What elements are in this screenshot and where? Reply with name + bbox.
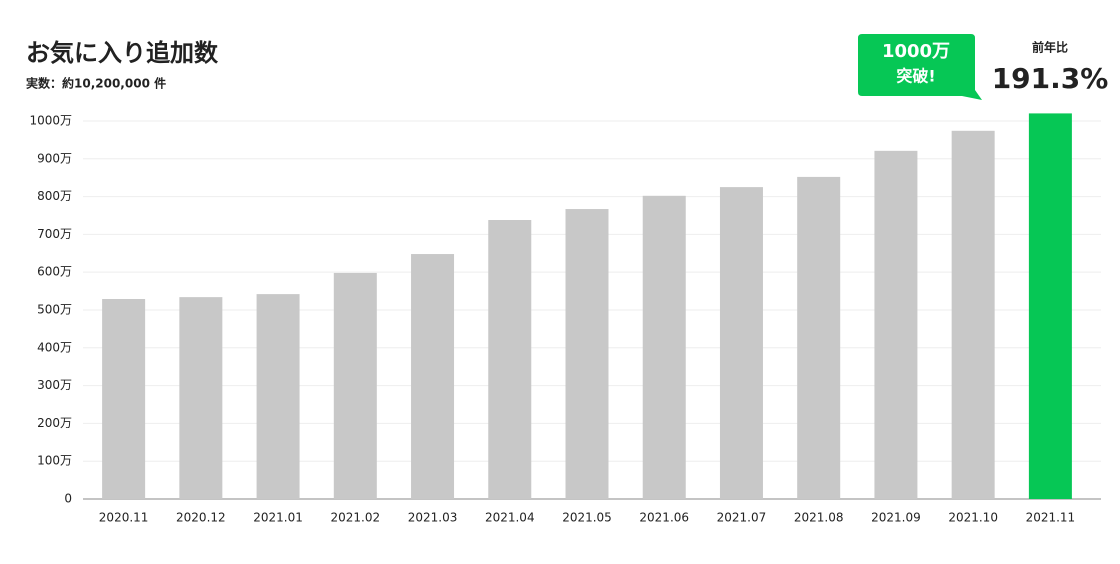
bar: [333, 272, 377, 499]
callout-bubble: [858, 34, 982, 100]
bar: [642, 195, 686, 499]
x-tick-label: 2021.01: [253, 511, 303, 525]
bar: [797, 176, 841, 499]
x-tick-label: 2021.06: [639, 511, 689, 525]
callout-text: 1000万: [882, 41, 950, 62]
y-tick-label: 600万: [37, 265, 72, 279]
callout-text: 突破!: [896, 67, 935, 86]
y-tick-label: 900万: [37, 151, 72, 165]
x-tick-label: 2021.10: [948, 511, 998, 525]
bar: [488, 220, 532, 499]
bar: [256, 294, 300, 499]
y-tick-label: 400万: [37, 340, 72, 354]
x-tick-label: 2021.05: [562, 511, 612, 525]
bar: [179, 297, 223, 499]
x-tick-label: 2021.08: [794, 511, 844, 525]
y-tick-label: 700万: [37, 227, 72, 241]
y-tick-label: 500万: [37, 302, 72, 316]
bar: [102, 299, 146, 499]
comparison-label: 前年比: [1032, 40, 1068, 55]
y-tick-label: 100万: [37, 454, 72, 468]
bar: [951, 130, 995, 500]
chart-subtitle: 実数：約10,200,000 件: [26, 76, 166, 91]
x-tick-label: 2021.07: [717, 511, 767, 525]
x-tick-label: 2020.12: [176, 511, 226, 525]
y-tick-label: 800万: [37, 189, 72, 203]
y-tick-label: 0: [64, 492, 72, 506]
y-tick-label: 300万: [37, 378, 72, 392]
bar: [874, 150, 918, 500]
bar: [411, 254, 455, 499]
chart-title: お気に入り追加数: [26, 39, 219, 67]
bar: [1028, 113, 1072, 500]
bar: [719, 187, 763, 499]
x-tick-label: 2021.02: [330, 511, 380, 525]
x-tick-label: 2021.03: [408, 511, 458, 525]
x-tick-label: 2021.11: [1026, 511, 1076, 525]
bar: [565, 209, 609, 499]
comparison-value: 191.3%: [992, 62, 1109, 95]
x-tick-label: 2021.04: [485, 511, 535, 525]
y-tick-label: 200万: [37, 416, 72, 430]
x-tick-label: 2020.11: [99, 511, 149, 525]
x-tick-label: 2021.09: [871, 511, 921, 525]
y-tick-label: 1000万: [29, 113, 72, 127]
